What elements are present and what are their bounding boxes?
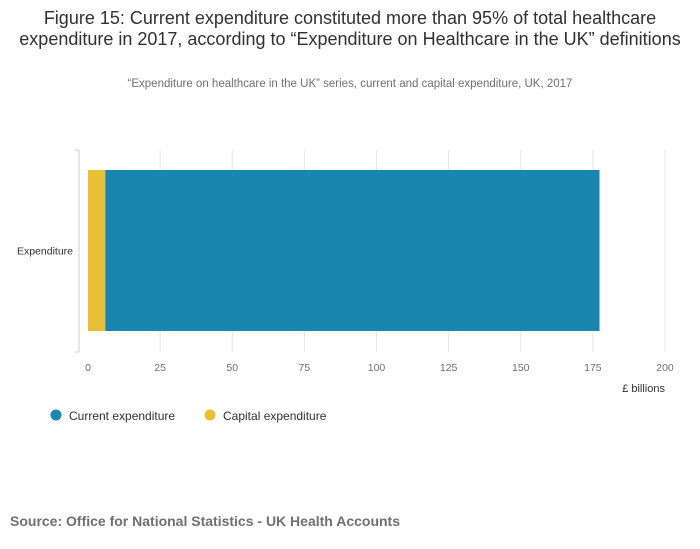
x-tick-label: 175: [584, 362, 602, 374]
x-tick-label: 0: [85, 362, 91, 374]
bar-capital-expenditure: [88, 170, 106, 331]
chart-title: Figure 15: Current expenditure constitut…: [19, 8, 681, 49]
x-tick-label: 100: [368, 362, 386, 374]
legend-label-current-expenditure: Current expenditure: [69, 409, 175, 423]
x-tick-label: 25: [154, 362, 166, 374]
legend-label-capital-expenditure: Capital expenditure: [223, 409, 327, 423]
x-tick-label: 50: [226, 362, 238, 374]
legend-marker-capital-expenditure: [204, 409, 216, 421]
legend-marker-current-expenditure: [50, 409, 62, 421]
x-tick-label: 125: [440, 362, 458, 374]
x-tick-label: 75: [299, 362, 311, 374]
y-category-label: Expenditure: [17, 246, 73, 258]
x-tick-label: 200: [656, 362, 674, 374]
chart-subtitle: “Expenditure on healthcare in the UK” se…: [127, 78, 573, 90]
bar-current-expenditure: [105, 170, 600, 331]
x-tick-label: 150: [512, 362, 530, 374]
source-note: Source: Office for National Statistics -…: [10, 513, 400, 529]
x-axis-label: £ billions: [622, 383, 665, 395]
